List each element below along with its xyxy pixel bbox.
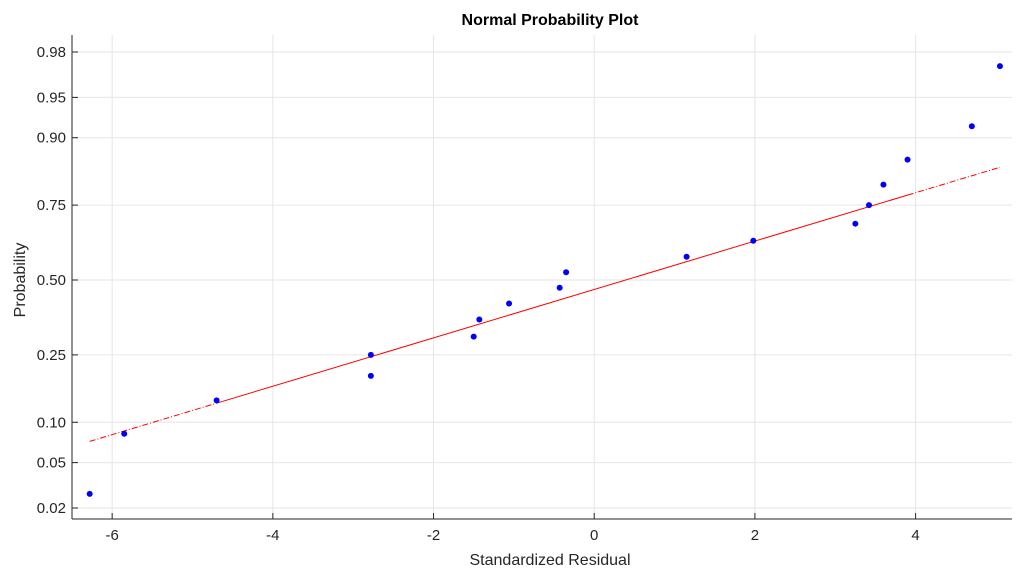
data-points bbox=[86, 63, 1003, 497]
data-point bbox=[213, 397, 220, 404]
data-point bbox=[470, 333, 477, 340]
data-point bbox=[852, 220, 859, 227]
data-point bbox=[865, 202, 872, 209]
x-axis-label: Standardized Residual bbox=[470, 552, 631, 569]
y-tick-label: 0.90 bbox=[37, 130, 66, 147]
y-axis-label: Probability bbox=[12, 243, 29, 318]
x-tick-label: 0 bbox=[590, 527, 598, 544]
data-point bbox=[750, 237, 757, 244]
data-point bbox=[968, 123, 975, 130]
x-tick-label: -4 bbox=[266, 527, 279, 544]
grid bbox=[72, 35, 1012, 519]
data-point bbox=[880, 181, 887, 188]
data-point bbox=[996, 63, 1003, 70]
x-tick-label: -2 bbox=[427, 527, 440, 544]
data-point bbox=[563, 269, 570, 276]
y-tick-label: 0.95 bbox=[37, 89, 66, 106]
y-tick-label: 0.02 bbox=[37, 500, 66, 517]
fit-line-dashed-left bbox=[89, 402, 217, 442]
data-point bbox=[506, 300, 513, 307]
fit-line-dashed-right bbox=[907, 166, 1001, 196]
x-tick-label: -6 bbox=[105, 527, 118, 544]
y-tick-label: 0.05 bbox=[37, 455, 66, 472]
data-point bbox=[904, 156, 911, 163]
data-point bbox=[556, 284, 563, 291]
chart-title: Normal Probability Plot bbox=[462, 12, 640, 29]
x-ticks: -6 -4 -2 0 2 4 bbox=[105, 513, 920, 544]
data-point bbox=[476, 316, 483, 323]
y-tick-label: 0.25 bbox=[37, 347, 66, 364]
x-tick-label: 4 bbox=[911, 527, 919, 544]
y-tick-label: 0.50 bbox=[37, 272, 66, 289]
y-tick-label: 0.75 bbox=[37, 197, 66, 214]
fit-line-group bbox=[89, 166, 1001, 442]
y-tick-label: 0.10 bbox=[37, 414, 66, 431]
data-point bbox=[367, 351, 374, 358]
data-point bbox=[86, 490, 93, 497]
y-ticks: 0.02 0.05 0.10 0.25 0.50 0.75 0.90 0.95 0.98 bbox=[37, 44, 78, 517]
axes bbox=[71, 35, 1012, 520]
fit-line-solid bbox=[216, 194, 908, 404]
y-tick-label: 0.98 bbox=[37, 44, 66, 61]
data-point bbox=[367, 372, 374, 379]
data-point bbox=[121, 430, 128, 437]
data-point bbox=[683, 253, 690, 260]
x-tick-label: 2 bbox=[751, 527, 759, 544]
